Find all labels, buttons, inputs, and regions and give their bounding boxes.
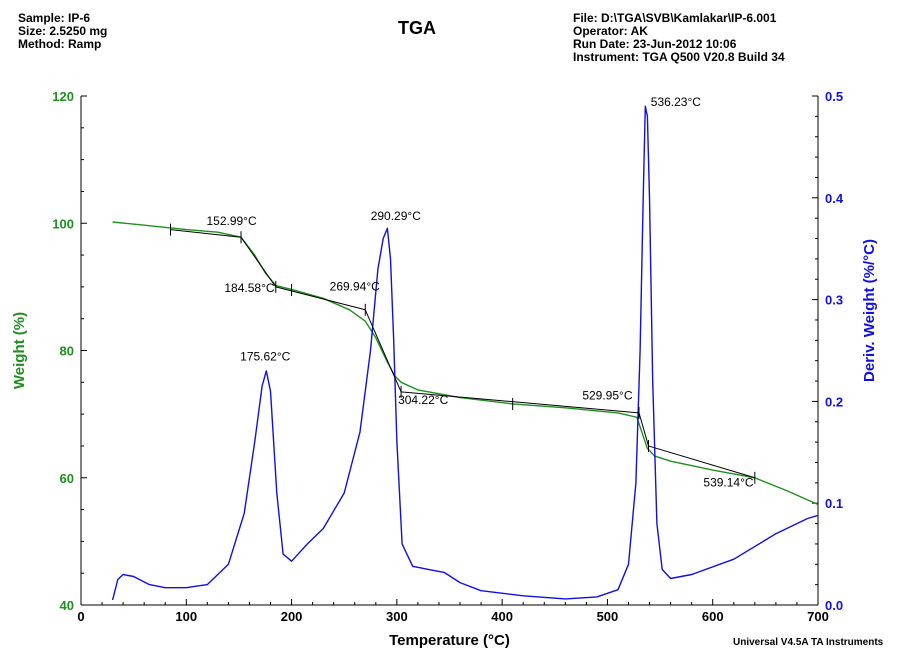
tangent-line [170,229,242,238]
y-tick-label: 40 [60,598,74,613]
y2-axis-title: Deriv. Weight (%/°C) [861,239,878,382]
tangent-line [275,286,366,311]
peak-annotation: 539.14°C [703,476,754,490]
annotation-layer: 152.99°C 184.58°C 269.94°C 304.22°C 529.95°C… [206,95,753,489]
axes: 0 100 200 300 400 500 600 700 40 60 80 100 120 0.0 0.1… [11,89,878,649]
x-tick-label: 600 [702,609,724,624]
chart-title: TGA [398,18,436,38]
series-layer [111,105,819,601]
y2-tick-label: 0.4 [825,191,844,206]
tangent-line [364,309,402,393]
y2-tick-label: 0.5 [825,89,843,104]
peak-annotation: 536.23°C [651,95,702,109]
y-tick-label: 120 [52,89,74,104]
tangent-line [638,412,649,447]
tangent-line [401,391,640,414]
run-info: File: D:\TGA\SVB\Kamlakar\IP-6.001 Opera… [573,12,785,64]
file-path: File: D:\TGA\SVB\Kamlakar\IP-6.001 [573,11,777,25]
x-tick-label: 400 [491,609,513,624]
y2-tick-label: 0.1 [825,496,843,511]
x-tick-label: 300 [386,609,408,624]
peak-annotation: 152.99°C [206,214,257,228]
y2-tick-label: 0.3 [825,293,843,308]
peak-annotation: 269.94°C [330,280,381,294]
peak-annotation: 175.62°C [240,350,291,364]
y-tick-label: 100 [52,216,74,231]
instrument: Instrument: TGA Q500 V20.8 Build 34 [573,50,785,64]
sample-info: Sample: IP-6 Size: 2.5250 mg Method: Ram… [18,12,107,51]
sample-size: Size: 2.5250 mg [18,24,108,38]
y-axis-title: Weight (%) [11,312,28,389]
y-tick-label: 60 [60,471,74,486]
tangent-layer [169,223,756,484]
weight-curve [112,221,819,506]
x-tick-label: 100 [175,609,197,624]
sample-name: Sample: IP-6 [18,11,91,25]
y2-tick-label: 0.0 [825,598,843,613]
x-tick-label: 700 [807,609,829,624]
peak-annotation: 529.95°C [582,388,633,402]
x-axis-title: Temperature (°C) [389,632,510,649]
x-tick-label: 200 [281,609,303,624]
peak-annotation: 184.58°C [224,281,275,295]
software-footer: Universal V4.5A TA Instruments [733,637,884,648]
x-tick-label: 0 [77,609,84,624]
peak-annotation: 304.22°C [398,393,449,407]
x-tick-label: 500 [597,609,619,624]
operator: Operator: AK [573,24,648,38]
derivative-weight-curve [111,105,819,601]
method: Method: Ramp [18,37,102,51]
tangent-line [240,236,277,288]
y-tick-label: 80 [60,344,74,359]
y2-tick-label: 0.2 [825,394,843,409]
tangent-line [648,445,755,479]
run-date: Run Date: 23-Jun-2012 10:06 [573,37,737,51]
peak-annotation: 290.29°C [371,209,422,223]
